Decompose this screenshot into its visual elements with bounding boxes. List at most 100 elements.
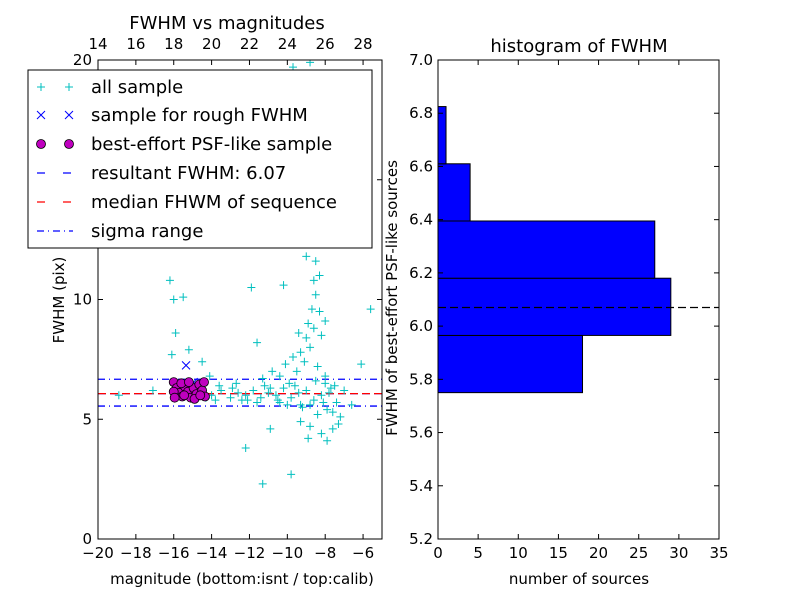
legend-entry-median-fwhm: median FHWM of sequence [37,192,337,213]
point-psf-like [195,390,206,401]
y-tick-label: 5 [82,410,92,428]
point-all-sample [205,372,214,381]
point-all-sample [332,398,341,407]
legend-label-resultant-fwhm: resultant FWHM: 6.07 [91,163,286,184]
x-tick-label: −8 [314,544,336,562]
point-all-sample [260,381,269,390]
histogram-y-label: FWHM of best-effort PSF-like sources [383,160,401,436]
point-all-sample [317,391,326,400]
point-all-sample [315,307,324,316]
histogram-x-tick-label: 10 [509,544,528,562]
top-tick-label: 20 [202,35,221,53]
histogram-y-tick-label: 5.4 [409,477,433,495]
top-tick-label: 22 [240,35,259,53]
scatter-title: FWHM vs magnitudes [129,13,324,34]
point-all-sample [340,386,349,395]
point-all-sample [302,252,311,261]
point-all-sample [296,348,305,357]
point-all-sample [287,470,296,479]
point-all-sample [198,357,207,366]
point-all-sample [253,398,262,407]
top-tick-label: 18 [164,35,183,53]
point-all-sample [247,283,256,292]
x-axis-ticks: −20 −18 −16 −14 −12 −10 −8 −6 [82,534,374,562]
point-all-sample [366,305,375,314]
top-tick-label: 14 [88,35,107,53]
point-all-sample [321,317,330,326]
histogram-y-axis-ticks: 5.2 5.4 5.6 5.8 6.0 6.2 6.4 6.6 6.8 7.0 [409,51,719,548]
point-all-sample [169,295,178,304]
histogram-x-tick-label: 20 [589,544,608,562]
point-all-sample [279,281,288,290]
legend-label-psf-like: best-effort PSF-like sample [91,134,332,155]
top-tick-label: 24 [278,35,297,53]
point-all-sample [311,376,320,385]
point-all-sample [321,372,330,381]
legend-entry-sigma-range: sigma range [37,221,203,242]
histogram-x-tick-label: 35 [709,544,728,562]
point-all-sample [323,405,332,414]
point-all-sample [309,324,318,333]
histogram-x-tick-label: 5 [473,544,483,562]
point-all-sample [317,429,326,438]
legend-label-rough-fwhm: sample for rough FWHM [91,105,308,126]
point-all-sample [289,352,298,361]
x-tick-label: −14 [196,544,228,562]
y-tick-label: 0 [82,530,92,548]
scatter-x-label: magnitude (bottom:isnt / top:calib) [110,570,374,588]
point-all-sample [266,424,275,433]
point-psf-like [179,390,190,401]
point-all-sample [114,391,123,400]
point-all-sample [281,360,290,369]
histogram-y-tick-label: 6.4 [409,211,433,229]
point-rough-fwhm [181,361,191,370]
point-all-sample [323,436,332,445]
legend-marker-plus [37,83,73,91]
histogram-bar [438,277,672,336]
legend-marker-circle [36,139,46,149]
histogram-y-tick-label: 5.8 [409,370,433,388]
legend-label-sigma-range: sigma range [91,221,203,242]
top-tick-label: 26 [316,35,335,53]
point-all-sample [234,388,243,397]
point-all-sample [306,343,315,352]
histogram-x-tick-label: 0 [433,544,443,562]
point-all-sample [292,367,301,376]
x-tick-label: −6 [352,544,374,562]
point-all-sample [179,293,188,302]
point-psf-like [183,377,194,388]
histogram-bars [438,106,672,394]
point-all-sample [317,331,326,340]
point-all-sample [294,388,303,397]
point-all-sample [311,257,320,266]
point-psf-like [169,392,180,403]
point-all-sample [307,305,316,314]
point-all-sample [258,374,267,383]
point-all-sample [324,388,333,397]
point-all-sample [264,388,273,397]
histogram-x-tick-label: 15 [549,544,568,562]
point-all-sample [249,386,258,395]
histogram-y-tick-label: 6.8 [409,104,433,122]
point-all-sample [290,381,299,390]
point-all-sample [357,360,366,369]
point-all-sample [302,333,311,342]
point-all-sample [302,386,311,395]
histogram-panel: 0 5 10 15 20 25 30 35 5.2 5.4 5.6 5.8 6.0 6.2 6.4 6.6 6… [383,36,729,588]
point-all-sample [306,422,315,431]
histogram-axes-frame [437,59,720,540]
point-all-sample [266,384,275,393]
point-all-sample [311,290,320,299]
point-all-sample [328,408,337,417]
point-all-sample [241,391,250,400]
point-all-sample [326,384,335,393]
point-all-sample [321,379,330,388]
histogram-x-tick-label: 30 [669,544,688,562]
point-all-sample [309,396,318,405]
histogram-y-tick-label: 5.2 [409,530,433,548]
point-all-sample [268,367,277,376]
legend-entry-all-sample: all sample [37,77,183,98]
top-tick-label: 28 [354,35,373,53]
